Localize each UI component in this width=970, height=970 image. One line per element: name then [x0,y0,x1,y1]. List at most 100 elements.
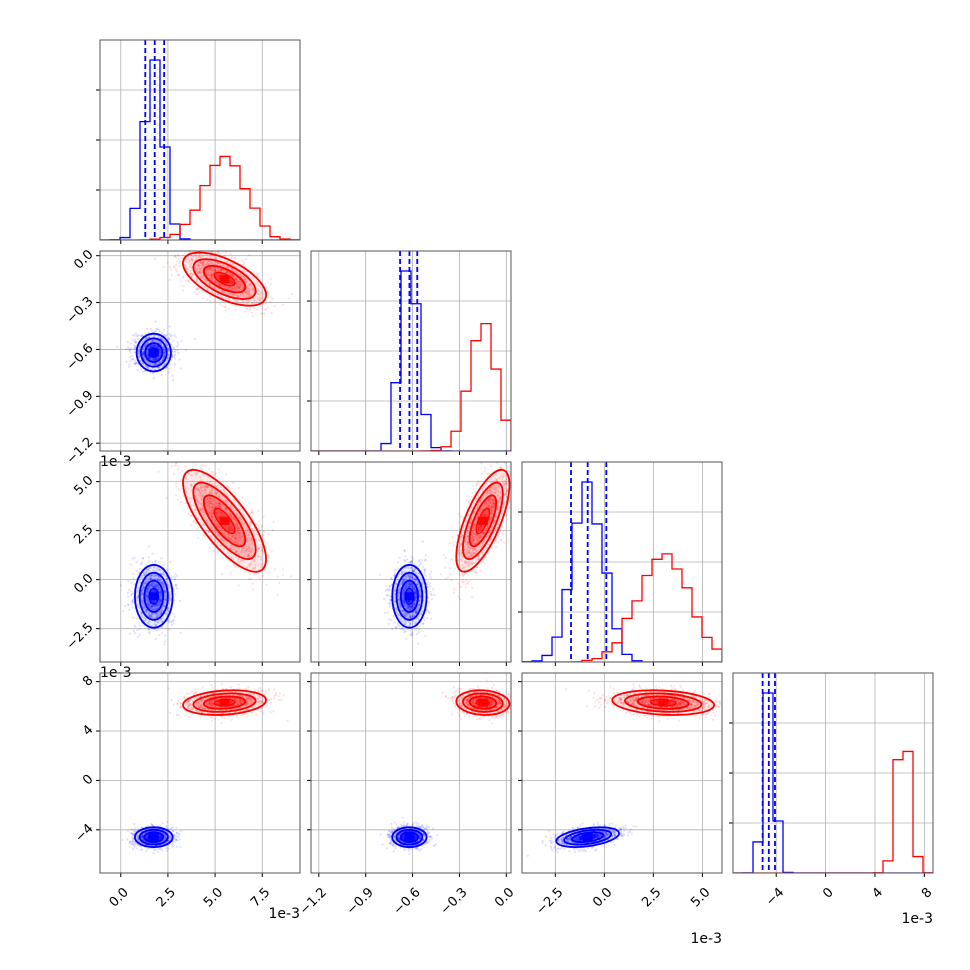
scatter-point [155,339,158,342]
scatter-point [149,576,152,580]
scatter-point [196,293,199,296]
scatter-point [188,279,191,282]
scatter-point [182,254,185,257]
scatter-point [169,268,172,271]
scatter-point [194,253,198,256]
scatter-point [145,351,148,354]
scatter-point [220,268,223,271]
scatter-point [153,334,156,337]
scatter-point [201,263,204,266]
scatter-point [211,471,214,474]
scatter-point [248,292,251,295]
scatter-point [244,279,247,282]
scatter-point [158,576,161,579]
scatter-point [174,349,177,352]
scatter-point [153,363,157,366]
scatter-point [138,334,141,337]
scatter-point [143,606,146,609]
scatter-point [159,352,162,355]
scatter-point [231,280,234,283]
scatter-point [224,302,227,305]
scatter-point [153,344,157,347]
scatter-point [227,307,230,310]
scatter-point [220,273,223,276]
scatter-point [212,277,215,280]
scatter-point [122,609,125,613]
scatter-point [160,337,163,341]
scatter-point [259,296,262,299]
scatter-point [208,282,211,285]
scatter-point [232,481,235,484]
scatter-point [149,345,152,348]
scatter-point [200,256,203,259]
scatter-point [178,599,181,603]
scatter-point [196,288,199,291]
scatter-point [147,331,150,334]
scatter-point [177,244,179,246]
scatter-point [145,596,148,599]
scatter-point [159,601,162,604]
scatter-point [173,255,176,258]
scatter-point [239,281,242,284]
scatter-point [165,595,168,598]
scatter-point [127,365,130,368]
scatter-point [147,602,150,605]
scatter-point [251,275,254,279]
scatter-point [214,472,217,475]
scatter-point [195,268,198,272]
scatter-point [229,277,232,281]
scatter-point [163,354,166,358]
scatter-point [426,580,429,584]
scatter-point [192,258,195,261]
scatter-point [210,290,213,293]
scatter-point [157,579,160,582]
scatter-point [147,335,151,338]
scatter-point [155,614,158,617]
diag-frame-3 [732,672,934,874]
scatter-point [217,267,220,270]
scatter-point [151,613,154,616]
scatter-point [184,266,187,270]
xtick-label-3-1: 0 [820,885,836,901]
scatter-point [133,344,136,347]
scatter-point [159,590,162,593]
scatter-point [235,293,238,296]
scatter-point [159,349,162,353]
scatter-point [128,632,132,635]
scatter-point [219,283,222,287]
scatter-point [142,350,145,353]
scatter-point [256,282,259,285]
scatter-point [248,283,251,286]
scatter-point [208,263,211,266]
scatter-point [229,253,232,256]
scatter-point [151,362,154,366]
scatter-point [206,288,209,291]
scatter-point [126,340,129,344]
scatter-point [160,557,163,560]
scatter-point [184,244,186,246]
scatter-point [229,272,232,275]
scatter-point [154,590,157,593]
scatter-point [146,587,149,591]
scatter-point [134,361,137,364]
scatter-point [229,261,232,264]
scatter-point [198,271,202,274]
scatter-point [177,343,180,346]
scatter-point [130,602,133,606]
scatter-point [235,270,238,273]
scatter-point [153,357,156,360]
scatter-point [245,307,248,311]
scatter-point [126,345,129,349]
scatter-point [198,270,202,273]
scatter-point [132,577,135,580]
scatter-point [253,299,256,302]
scatter-point [241,300,244,303]
scatter-point [140,612,143,615]
scatter-point [164,634,167,637]
scatter-point [238,281,241,284]
scatter-point [168,586,172,589]
scatter-point [257,284,260,287]
scatter-point [176,465,179,468]
scatter-point [167,628,170,631]
scatter-point [268,556,271,559]
